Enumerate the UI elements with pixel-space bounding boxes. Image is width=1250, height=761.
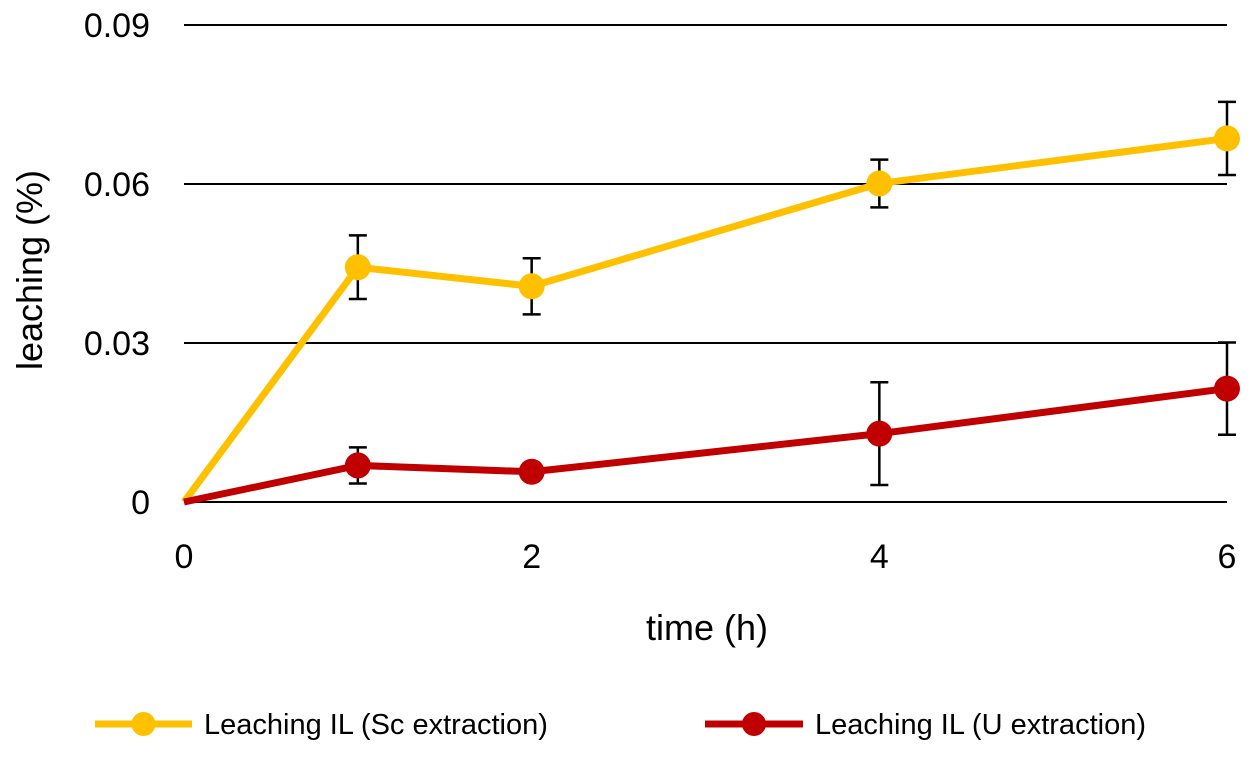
legend-marker <box>742 712 766 736</box>
x-tick-label: 0 <box>175 538 194 576</box>
x-axis-label: time (h) <box>646 607 768 648</box>
x-tick-label: 2 <box>522 538 541 576</box>
y-tick-label: 0.09 <box>84 7 150 45</box>
x-tick-label: 6 <box>1218 538 1237 576</box>
legend-item-2: Leaching IL (U extraction) <box>705 709 1146 741</box>
data-point <box>518 458 545 485</box>
legend-marker <box>131 712 156 736</box>
data-point <box>866 170 893 197</box>
y-tick-label: 0.06 <box>84 166 150 204</box>
data-point <box>1214 375 1240 402</box>
data-point <box>1214 125 1240 152</box>
x-tick-label: 4 <box>870 538 889 576</box>
legend: Leaching IL (Sc extraction) Leaching IL (… <box>95 709 1146 741</box>
series-1 <box>181 100 1240 505</box>
data-point <box>344 254 371 281</box>
data-point <box>518 273 545 300</box>
y-axis-label: leaching (%) <box>9 170 50 370</box>
series-line <box>181 134 1228 505</box>
data-point <box>344 452 371 479</box>
gridlines <box>184 24 1227 503</box>
series-line <box>183 385 1228 506</box>
legend-label: Leaching IL (Sc extraction) <box>204 709 548 741</box>
series-group <box>181 100 1240 506</box>
y-tick-label: 0.03 <box>84 325 150 363</box>
data-point <box>866 420 893 447</box>
y-axis-ticks: 0 0.03 0.06 0.09 <box>84 7 150 522</box>
x-axis-ticks: 0 2 4 6 <box>175 538 1237 576</box>
series-2 <box>183 341 1240 506</box>
y-tick-label: 0 <box>131 484 150 522</box>
legend-item-1: Leaching IL (Sc extraction) <box>95 709 548 741</box>
legend-label: Leaching IL (U extraction) <box>815 709 1146 741</box>
